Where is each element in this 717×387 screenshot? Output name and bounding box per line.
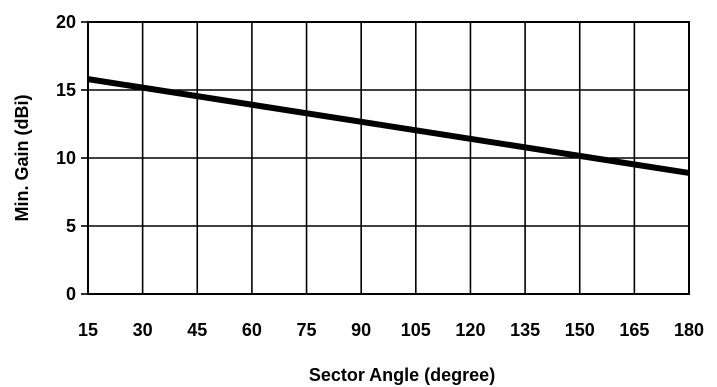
y-axis-title: Min. Gain (dBi) [12, 95, 32, 222]
x-tick-label: 90 [351, 320, 371, 340]
x-tick-label: 165 [619, 320, 649, 340]
x-tick-label: 135 [510, 320, 540, 340]
y-tick-label: 0 [66, 284, 76, 304]
x-tick-label: 75 [297, 320, 317, 340]
plot-frame [87, 21, 690, 295]
series-line-1 [87, 76, 690, 176]
x-tick-label: 180 [674, 320, 704, 340]
y-tick-labels: 0 5 10 15 20 [56, 12, 76, 304]
y-tick-label: 10 [56, 148, 76, 168]
x-tick-label: 60 [242, 320, 262, 340]
y-tick-label: 5 [66, 216, 76, 236]
x-tick-label: 150 [565, 320, 595, 340]
series-layer [87, 76, 690, 176]
x-tick-label: 105 [401, 320, 431, 340]
x-tick-labels: 15 30 45 60 75 90 105 120 135 150 165 180 [78, 320, 704, 340]
x-tick-label: 120 [455, 320, 485, 340]
x-axis-title: Sector Angle (degree) [309, 365, 495, 385]
x-tick-label: 15 [78, 320, 98, 340]
y-tick-label: 20 [56, 12, 76, 32]
x-tick-label: 30 [133, 320, 153, 340]
plot-border [87, 21, 690, 295]
x-tick-label: 45 [187, 320, 207, 340]
y-tick-label: 15 [56, 80, 76, 100]
